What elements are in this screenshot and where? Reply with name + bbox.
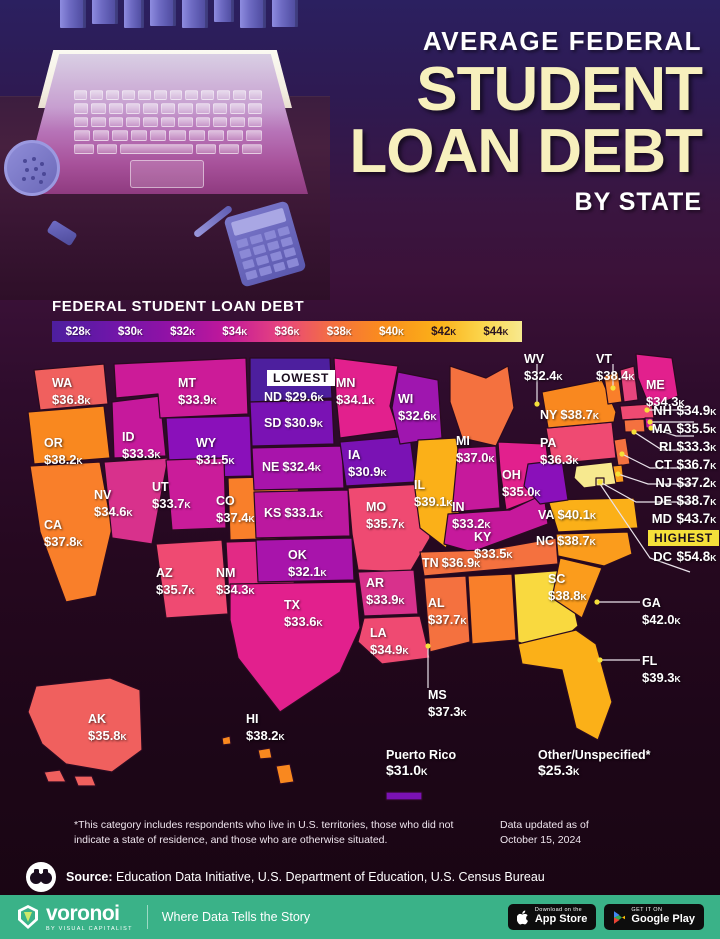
state-ID <box>111 395 167 459</box>
legend-tick-8: $44K <box>483 325 509 338</box>
state-WA <box>33 363 109 411</box>
state-OR <box>27 405 111 465</box>
callout-NH: NH $34.9K <box>653 403 717 418</box>
laptop-trackpad <box>130 160 204 188</box>
voronoi-mark-icon <box>18 905 38 929</box>
state-MS <box>423 575 471 653</box>
bookshelf-icon <box>60 0 330 30</box>
title-subtitle: BY STATE <box>574 187 702 216</box>
legend-tick-5: $38K <box>326 325 352 338</box>
state-AZ <box>155 539 229 619</box>
state-AK <box>27 677 143 773</box>
source-text: Source: Education Data Initiative, U.S. … <box>66 870 545 884</box>
state-MN <box>333 357 399 439</box>
territory-puerto-rico: Puerto Rico $31.0K <box>386 748 457 778</box>
apple-icon <box>516 910 528 925</box>
state-KS <box>253 489 351 539</box>
app-store-label: App Store <box>534 913 588 926</box>
headphone-mesh <box>21 157 47 184</box>
state-OK <box>255 537 355 583</box>
state-TX <box>229 581 361 713</box>
voronoi-logo[interactable]: voronoi BY VISUAL CAPITALIST <box>16 903 133 932</box>
leader-dots <box>425 385 654 663</box>
google-play-small-label: GET IT ON <box>631 907 663 914</box>
state-SC <box>551 557 603 619</box>
legend-tick-4: $36K <box>274 325 300 338</box>
footnote-text: *This category includes respondents who … <box>74 819 454 847</box>
state-AK-islands <box>43 769 97 787</box>
voronoi-byline: BY VISUAL CAPITALIST <box>46 925 133 932</box>
google-play-badge[interactable]: GET IT ON Google Play <box>604 904 704 930</box>
binoculars-icon <box>30 869 52 884</box>
page-title: AVERAGE FEDERAL STUDENT LOAN DEBT BY STA… <box>322 26 703 217</box>
source-row: Source: Education Data Initiative, U.S. … <box>26 862 545 892</box>
territory-other-unspecified: Other/Unspecified* $25.3K <box>538 748 651 778</box>
app-badges: Download on the App Store GET IT ON Goog… <box>507 904 704 930</box>
state-CA <box>29 461 113 603</box>
app-store-badge[interactable]: Download on the App Store <box>507 904 597 930</box>
state-LA <box>357 615 431 665</box>
legend-tick-2: $32K <box>170 325 196 338</box>
state-NV <box>103 457 169 545</box>
legend-tick-1: $30K <box>117 325 143 338</box>
state-IN <box>451 445 501 513</box>
state-VA <box>547 497 639 533</box>
footer-tagline: Where Data Tells the Story <box>161 910 311 924</box>
state-ME <box>635 353 679 409</box>
footnotes: *This category includes respondents who … <box>74 818 654 848</box>
state-NH <box>619 365 639 403</box>
state-AL <box>467 573 517 645</box>
laptop-keyboard <box>74 90 263 155</box>
legend-tick-6: $40K <box>378 325 404 338</box>
state-NY <box>541 379 617 429</box>
title-kicker: AVERAGE FEDERAL <box>422 26 702 56</box>
legend-tick-0: $28K <box>65 325 91 338</box>
callout-DE: DE $38.7K <box>653 493 717 508</box>
state-UT <box>165 457 227 531</box>
legend-tick-7: $42K <box>431 325 457 338</box>
callout-CT: CT $36.7K <box>654 457 717 472</box>
data-updated: Data updated as of October 15, 2024 <box>500 819 589 847</box>
state-NE <box>251 445 345 491</box>
legend-label: FEDERAL STUDENT LOAN DEBT <box>52 298 305 315</box>
state-WI <box>391 371 443 445</box>
choropleth-map: WA $36.8K OR $38.2K CA $37.8K NV $34.6K ID $3… <box>0 352 720 802</box>
map-svg <box>27 353 694 801</box>
state-KY <box>443 493 549 553</box>
state-MI <box>449 365 515 447</box>
callout-DC: DC $54.8K <box>653 549 717 564</box>
google-play-label: Google Play <box>631 913 695 926</box>
google-play-icon <box>614 910 626 924</box>
footer-bar: voronoi BY VISUAL CAPITALIST Where Data … <box>0 895 720 939</box>
state-HI-islands <box>221 735 295 785</box>
headphones-icon <box>4 140 60 196</box>
app-store-small-label: Download on the <box>534 907 583 914</box>
voronoi-wordmark: voronoi <box>46 901 120 925</box>
title-line-1: STUDENT <box>416 55 703 124</box>
leader-lines <box>427 364 694 688</box>
state-SD <box>249 399 335 447</box>
callout-MD: MD $43.7K <box>651 511 717 526</box>
callout-RI: RI $33.3K <box>659 439 717 454</box>
state-MT <box>113 357 249 419</box>
state-CT <box>623 418 646 433</box>
legend: FEDERAL STUDENT LOAN DEBT $28K $30K $32K $3… <box>52 298 522 342</box>
territory-PR-swatch <box>385 791 423 801</box>
state-AR <box>357 569 419 617</box>
highest-badge: HIGHEST <box>648 530 719 546</box>
visual-capitalist-logo-icon <box>26 862 56 892</box>
callout-MA: MA $35.5K <box>651 421 717 436</box>
legend-gradient-bar: $28K $30K $32K $34K $36K $38K $40K $42K $44K <box>52 321 522 342</box>
state-NC <box>555 531 633 567</box>
state-PA <box>545 421 617 465</box>
callout-NJ: NJ $37.2K <box>655 475 717 490</box>
title-line-2: LOAN DEBT <box>349 117 703 187</box>
legend-tick-3: $34K <box>222 325 248 338</box>
desk-illustration <box>0 0 330 300</box>
state-MD <box>573 461 617 489</box>
lowest-badge: LOWEST <box>267 370 336 386</box>
state-FL <box>517 629 613 741</box>
footer-divider <box>146 905 148 929</box>
